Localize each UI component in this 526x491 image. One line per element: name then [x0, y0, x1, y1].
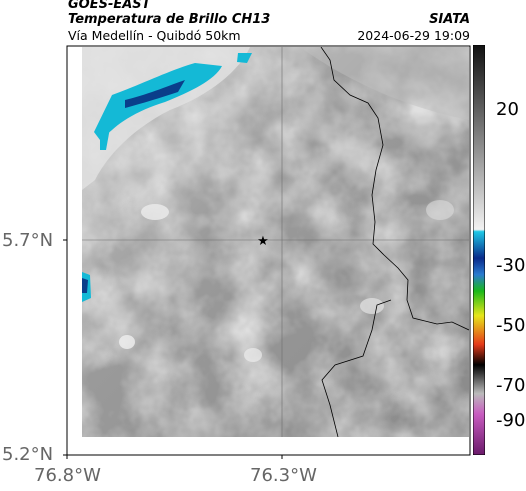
lon-label-76-8: 76.8°W: [34, 465, 101, 486]
route-subtitle: Vía Medellín - Quibdó 50km: [68, 28, 241, 43]
colorbar-label-minus90: -90: [496, 410, 526, 431]
lat-label-5-7: 5.7°N: [2, 230, 54, 251]
satellite-label: GOES-EAST: [68, 0, 151, 12]
colorbar-label-minus30: -30: [496, 255, 526, 276]
department-boundary: [320, 47, 469, 331]
lon-label-76-3: 76.3°W: [250, 465, 317, 486]
organization-label: SIATA: [429, 12, 470, 27]
colorbar-label-minus70: -70: [496, 375, 526, 396]
cold-cloud-top: [94, 63, 222, 140]
datetime-label: 2024-06-29 19:09: [357, 28, 470, 43]
lat-label-5-2: 5.2°N: [2, 444, 54, 465]
colorbar-label-minus50: -50: [496, 315, 526, 336]
product-title: Temperatura de Brillo CH13: [68, 12, 271, 27]
star-icon: ★: [257, 234, 269, 249]
colorbar-label-20: 20: [496, 99, 519, 120]
colorbar: [473, 45, 485, 455]
